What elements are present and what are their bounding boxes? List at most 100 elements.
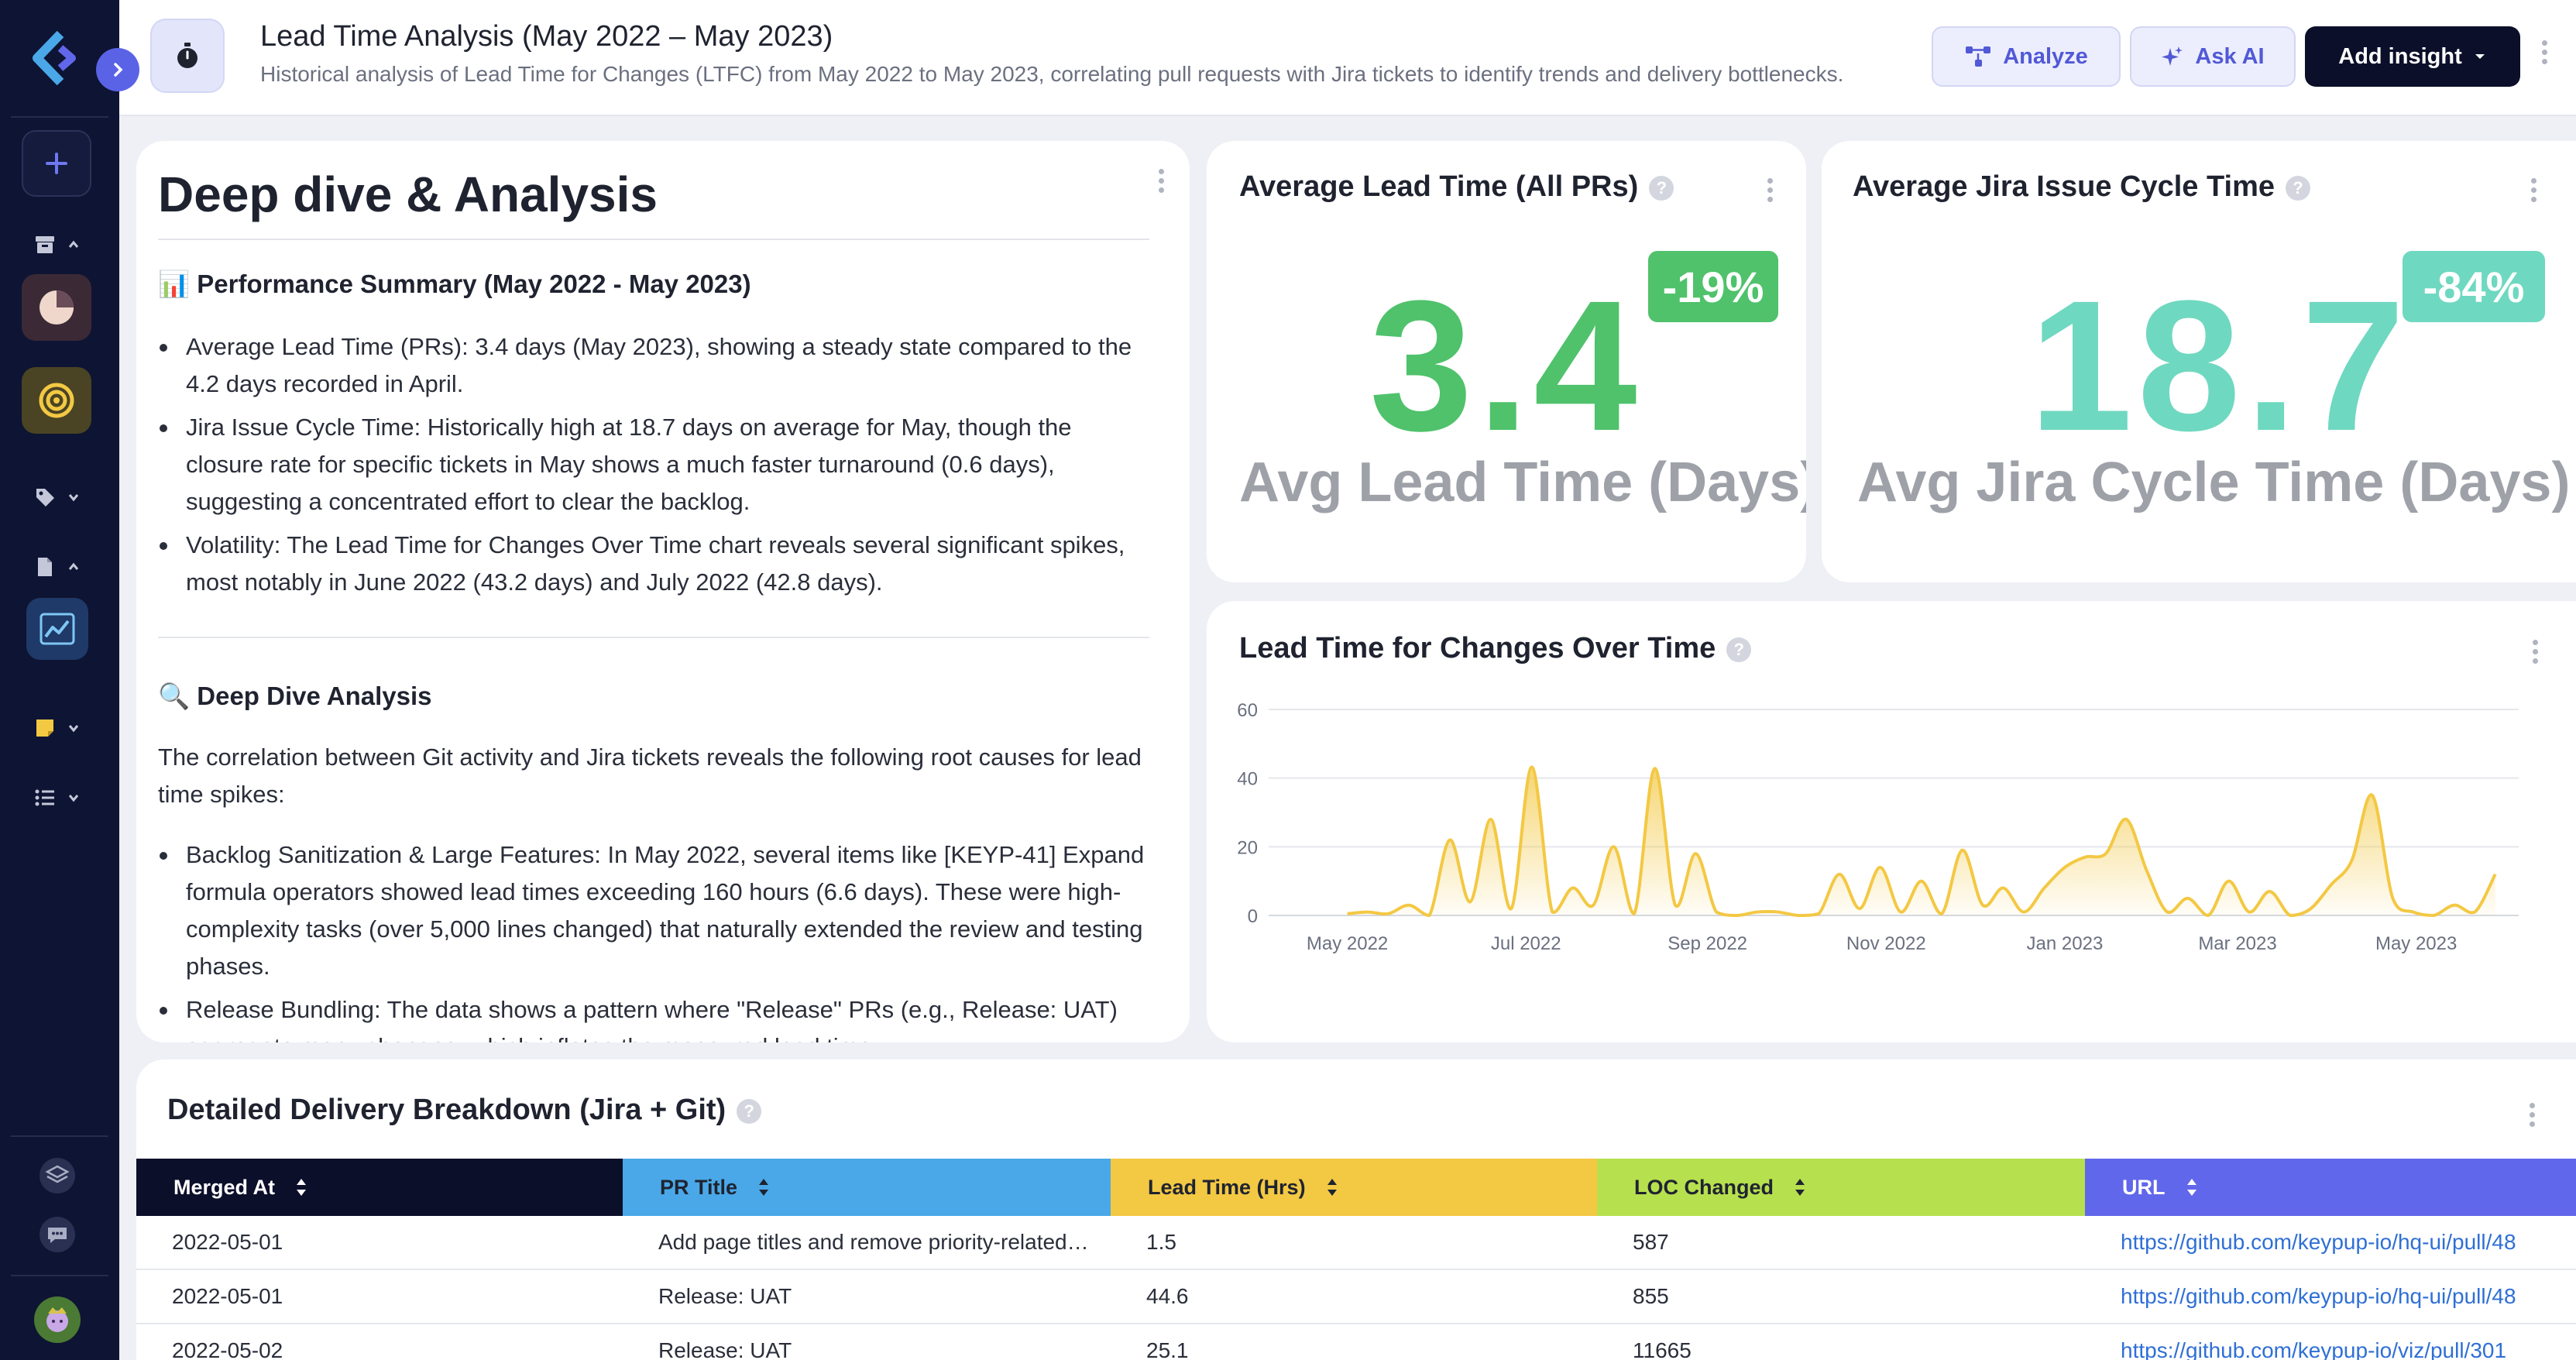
- sidebar-add-button[interactable]: [22, 130, 91, 197]
- avg-lead-time-value: 3.4: [1369, 262, 1642, 469]
- document-icon: [38, 558, 52, 576]
- lead-time-chart-title: Lead Time for Changes Over Time?: [1239, 632, 1752, 665]
- sidebar-item-archive[interactable]: [34, 229, 81, 260]
- delivery-breakdown-title-text: Detailed Delivery Breakdown (Jira + Git): [167, 1094, 726, 1126]
- lead-time-cell: 44.6: [1146, 1284, 1189, 1308]
- analysis-divider: [158, 637, 1149, 638]
- kpi-more-icon[interactable]: [1767, 178, 1774, 202]
- add-insight-button-label: Add insight: [2338, 43, 2462, 69]
- list-item: Release Bundling: The data shows a patte…: [160, 991, 1154, 1042]
- kpi-more-icon[interactable]: [2531, 178, 2537, 202]
- chat-button[interactable]: [34, 1211, 81, 1258]
- sidebar-expand-button[interactable]: [96, 48, 139, 91]
- performance-summary-list: Average Lead Time (PRs): 3.4 days (May 2…: [160, 328, 1154, 607]
- avg-jira-cycle-time-title: Average Jira Issue Cycle Time?: [1853, 170, 2310, 204]
- layers-button[interactable]: [34, 1152, 81, 1199]
- column-header-label: LOC Changed: [1634, 1175, 1774, 1199]
- table-row[interactable]: 2022-05-02 Release: UAT 25.1 11665 https…: [136, 1324, 2576, 1360]
- delivery-breakdown-card: Detailed Delivery Breakdown (Jira + Git)…: [136, 1059, 2576, 1360]
- deep-dive-paragraph: The correlation between Git activity and…: [158, 744, 1142, 808]
- x-tick-label: Mar 2023: [2198, 933, 2276, 954]
- list-icon: [35, 789, 54, 806]
- avg-jira-cycle-time-delta-badge: -84%: [2403, 251, 2545, 322]
- list-item: Average Lead Time (PRs): 3.4 days (May 2…: [160, 328, 1154, 403]
- help-icon[interactable]: ?: [2286, 175, 2310, 201]
- pr-title-cell: Release: UAT: [658, 1338, 792, 1360]
- list-item: Volatility: The Lead Time for Changes Ov…: [160, 527, 1154, 601]
- y-tick-label: 40: [1237, 769, 1258, 790]
- table-header-row: Merged At PR Title Lead Time (Hrs) LOC C…: [136, 1159, 2576, 1216]
- avg-jira-cycle-time-card: Average Jira Issue Cycle Time? 18.7 -84%…: [1822, 141, 2576, 582]
- layers-icon: [39, 1158, 75, 1193]
- column-header-label: PR Title: [660, 1175, 738, 1199]
- help-icon[interactable]: ?: [1726, 637, 1752, 662]
- plus-icon: [46, 153, 67, 174]
- chevron-up-icon: [68, 562, 79, 570]
- table-more-icon[interactable]: [2530, 1103, 2536, 1127]
- column-header-label: Lead Time (Hrs): [1148, 1175, 1306, 1199]
- help-icon[interactable]: ?: [1649, 175, 1674, 201]
- merged-at-cell: 2022-05-01: [172, 1284, 283, 1308]
- user-avatar[interactable]: [34, 1296, 81, 1343]
- report-icon-button[interactable]: [150, 19, 225, 93]
- add-insight-button[interactable]: Add insight: [2305, 26, 2520, 87]
- sidebar-item-tags[interactable]: [34, 482, 81, 513]
- sort-icon: [759, 1179, 769, 1196]
- target-icon: [39, 383, 74, 418]
- sidebar-item-lists[interactable]: [34, 782, 81, 813]
- column-header-label: URL: [2122, 1175, 2166, 1199]
- table-row[interactable]: 2022-05-01 Release: UAT 44.6 855 https:/…: [136, 1270, 2576, 1324]
- table-row[interactable]: 2022-05-01 Add page titles and remove pr…: [136, 1216, 2576, 1270]
- loc-changed-cell: 587: [1633, 1230, 1669, 1254]
- column-header-merged-at[interactable]: Merged At: [136, 1159, 623, 1216]
- lead-time-chart[interactable]: 0 20 40 60 May 2022 Jul 2022 Sep 2022 Nov 2022 J…: [1207, 671, 2576, 1042]
- help-icon[interactable]: ?: [737, 1098, 762, 1124]
- caret-down-icon: [2475, 54, 2485, 59]
- column-header-url[interactable]: URL: [2085, 1159, 2576, 1216]
- deep-dive-heading: 🔍 Deep Dive Analysis: [158, 682, 432, 710]
- chevron-down-icon: [68, 494, 79, 502]
- url-link[interactable]: https://github.com/keypup-io/hq-ui/pull/…: [2121, 1230, 2516, 1254]
- column-header-loc-changed[interactable]: LOC Changed: [1597, 1159, 2085, 1216]
- chevron-up-icon: [68, 240, 79, 248]
- deep-dive-list: Backlog Sanitization & Large Features: I…: [160, 836, 1154, 1042]
- lead-time-chart-title-text: Lead Time for Changes Over Time: [1239, 632, 1716, 665]
- avg-jira-cycle-time-title-text: Average Jira Issue Cycle Time: [1853, 170, 2275, 203]
- sidebar-item-notes[interactable]: [34, 713, 81, 744]
- sort-icon: [1327, 1179, 1337, 1196]
- sort-icon: [1795, 1179, 1805, 1196]
- y-tick-label: 0: [1248, 906, 1258, 927]
- sidebar-divider: [11, 116, 108, 118]
- column-header-lead-time[interactable]: Lead Time (Hrs): [1111, 1159, 1597, 1216]
- column-header-label: Merged At: [173, 1175, 276, 1199]
- sidebar-item-pie-dashboard[interactable]: [22, 274, 91, 341]
- sidebar-divider: [11, 1135, 108, 1137]
- delivery-breakdown-table: Merged At PR Title Lead Time (Hrs) LOC C…: [136, 1159, 2576, 1360]
- url-link[interactable]: https://github.com/keypup-io/viz/pull/30…: [2121, 1338, 2507, 1360]
- analysis-card: Deep dive & Analysis 📊 Performance Summa…: [136, 141, 1190, 1042]
- page-subtitle: Historical analysis of Lead Time for Cha…: [260, 62, 1844, 86]
- header-more-icon[interactable]: [2542, 40, 2548, 64]
- analyze-button[interactable]: Analyze: [1932, 26, 2121, 87]
- app-logo[interactable]: [29, 31, 84, 85]
- sticky-note-icon: [36, 719, 53, 737]
- page-title: Lead Time Analysis (May 2022 – May 2023): [260, 20, 833, 53]
- chart-more-icon[interactable]: [2533, 640, 2539, 664]
- analysis-more-icon[interactable]: [1159, 169, 1165, 193]
- page-header: Lead Time Analysis (May 2022 – May 2023)…: [119, 0, 2576, 116]
- sidebar-item-lead-time-report[interactable]: [26, 598, 88, 660]
- sidebar-item-target-dashboard[interactable]: [22, 367, 91, 434]
- list-item: Backlog Sanitization & Large Features: I…: [160, 836, 1154, 985]
- ask-ai-button[interactable]: Ask AI: [2130, 26, 2296, 87]
- chat-icon: [39, 1217, 75, 1252]
- url-link[interactable]: https://github.com/keypup-io/hq-ui/pull/…: [2121, 1284, 2516, 1308]
- column-header-pr-title[interactable]: PR Title: [623, 1159, 1111, 1216]
- lead-time-cell: 1.5: [1146, 1230, 1176, 1254]
- merged-at-cell: 2022-05-01: [172, 1230, 283, 1254]
- sidebar: [0, 0, 119, 1360]
- merged-at-cell: 2022-05-02: [172, 1338, 283, 1360]
- avg-lead-time-title: Average Lead Time (All PRs)?: [1239, 170, 1674, 204]
- lead-time-cell: 25.1: [1146, 1338, 1189, 1360]
- sidebar-item-documents[interactable]: [34, 551, 81, 582]
- avg-jira-cycle-time-label: Avg Jira Cycle Time (Days): [1857, 452, 2571, 513]
